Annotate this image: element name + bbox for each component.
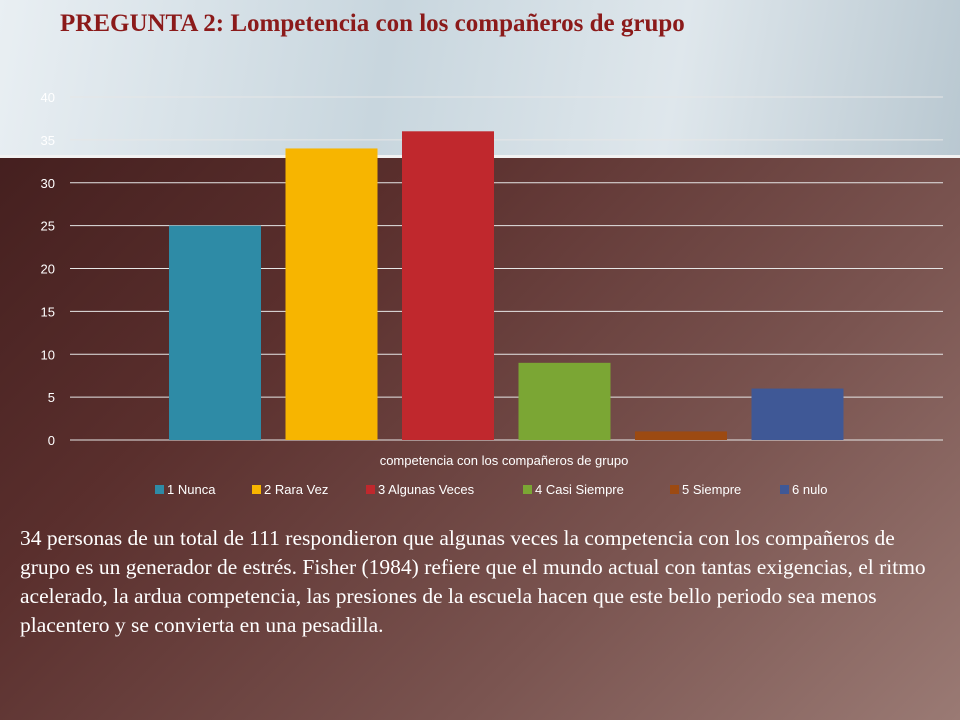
- y-tick-label: 20: [41, 262, 55, 277]
- bar: [635, 431, 727, 440]
- legend-entry: 2 Rara Vez: [264, 482, 328, 497]
- legend-swatch: [670, 485, 679, 494]
- chart-legend: 1 Nunca 2 Rara Vez 3 Algunas Veces 4 Casi S…: [155, 482, 827, 497]
- y-tick-label: 40: [41, 90, 55, 105]
- bar: [518, 362, 611, 440]
- y-axis-ticks: 0 5 10 15 20 25 30 35 40: [41, 90, 55, 448]
- legend-swatch: [366, 485, 375, 494]
- y-tick-label: 30: [41, 176, 55, 191]
- y-tick-label: 5: [48, 390, 55, 405]
- y-tick-label: 25: [41, 219, 55, 234]
- legend-entry: 5 Siempre: [682, 482, 741, 497]
- y-tick-label: 35: [41, 133, 55, 148]
- header-banner: [0, 0, 960, 155]
- bar: [169, 225, 261, 440]
- body-paragraph: 34 personas de un total de 111 respondie…: [20, 526, 926, 637]
- chart-bars: [169, 131, 844, 441]
- x-axis-label: competencia con los compañeros de grupo: [380, 453, 629, 468]
- bar: [402, 131, 494, 441]
- legend-swatch: [252, 485, 261, 494]
- legend-entry: 1 Nunca: [167, 482, 216, 497]
- y-tick-label: 15: [41, 304, 55, 319]
- slide-title: PREGUNTA 2: Lompetencia con los compañer…: [60, 10, 685, 37]
- legend-entry: 6 nulo: [792, 482, 827, 497]
- legend-swatch: [523, 485, 532, 494]
- y-tick-label: 0: [48, 433, 55, 448]
- legend-swatch: [780, 485, 789, 494]
- bar-chart: 0 5 10 15 20 25 30 35 40 competencia con los com…: [41, 90, 943, 497]
- legend-swatch: [155, 485, 164, 494]
- legend-entry: 3 Algunas Veces: [378, 482, 475, 497]
- legend-entry: 4 Casi Siempre: [535, 482, 624, 497]
- y-tick-label: 10: [41, 347, 55, 362]
- bar: [751, 388, 844, 440]
- bar: [285, 148, 378, 440]
